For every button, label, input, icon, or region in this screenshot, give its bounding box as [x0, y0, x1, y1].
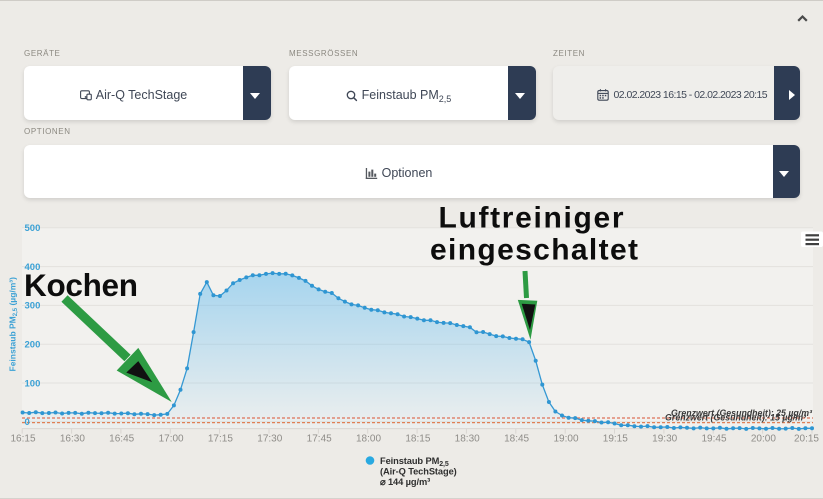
svg-text:17:30: 17:30	[257, 434, 282, 445]
svg-text:19:15: 19:15	[603, 434, 628, 445]
svg-text:18:00: 18:00	[356, 434, 381, 445]
svg-text:18:30: 18:30	[455, 434, 480, 445]
svg-text:(Air-Q TechStage): (Air-Q TechStage)	[380, 467, 457, 477]
svg-text:Grenzwert (Gesundheit): 25 µg/: Grenzwert (Gesundheit): 25 µg/m³	[671, 408, 813, 418]
svg-text:0: 0	[25, 417, 30, 428]
svg-text:300: 300	[25, 301, 41, 312]
svg-text:20:00: 20:00	[751, 434, 776, 445]
svg-text:17:45: 17:45	[307, 434, 332, 445]
svg-text:18:45: 18:45	[504, 434, 529, 445]
svg-text:17:00: 17:00	[159, 434, 184, 445]
svg-text:Kochen: Kochen	[24, 267, 138, 303]
svg-text:Feinstaub PM2,5: Feinstaub PM2,5	[380, 456, 449, 468]
svg-text:Feinstaub PM2,5 (µg/m³): Feinstaub PM2,5 (µg/m³)	[8, 277, 20, 372]
svg-text:400: 400	[25, 262, 41, 273]
svg-text:19:00: 19:00	[553, 434, 578, 445]
svg-text:16:15: 16:15	[10, 434, 35, 445]
svg-text:500: 500	[25, 223, 41, 234]
svg-text:Grenzwert (Gesundheit): 15 µg/: Grenzwert (Gesundheit): 15 µg/m³	[665, 413, 807, 423]
svg-text:200: 200	[25, 340, 41, 351]
svg-text:16:30: 16:30	[60, 434, 85, 445]
svg-text:18:15: 18:15	[405, 434, 430, 445]
svg-text:19:45: 19:45	[701, 434, 726, 445]
svg-text:20:15: 20:15	[794, 434, 819, 445]
svg-text:Luftreiniger: Luftreiniger	[439, 205, 624, 235]
svg-text:17:15: 17:15	[208, 434, 233, 445]
svg-text:19:30: 19:30	[652, 434, 677, 445]
svg-text:⌀ 144 µg/m³: ⌀ 144 µg/m³	[380, 477, 430, 487]
svg-text:eingeschaltet: eingeschaltet	[430, 234, 638, 267]
svg-text:16:45: 16:45	[109, 434, 134, 445]
svg-text:100: 100	[25, 378, 41, 389]
